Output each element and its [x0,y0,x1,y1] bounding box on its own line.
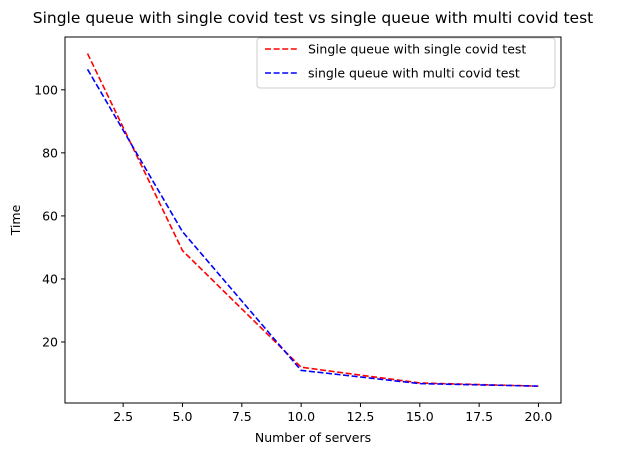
x-tick-label: 5.0 [173,409,193,424]
plot-frame [64,36,562,404]
series-line-2 [86,68,539,387]
x-tick-label: 10.0 [287,409,315,424]
x-tick-label: 2.5 [113,409,133,424]
y-tick-label: 80 [42,145,58,160]
y-axis-ticks: 20 40 60 80 100 [34,82,65,350]
legend-label-2: single queue with multi covid test [308,66,520,81]
y-tick-label: 40 [42,271,58,286]
x-tick-label: 7.5 [232,409,252,424]
plot-lines [86,53,539,387]
series-line-1 [86,53,539,387]
chart-title: Single queue with single covid test vs s… [33,9,593,27]
x-axis-label: Number of servers [255,430,371,445]
x-axis-ticks: 2.5 5.0 7.5 10.0 12.5 15.0 17.5 20.0 [113,403,552,424]
legend-label-1: Single queue with single covid test [308,42,526,57]
y-axis-label: Time [8,204,23,236]
x-tick-label: 15.0 [406,409,434,424]
x-tick-label: 12.5 [347,409,375,424]
y-tick-label: 100 [34,82,58,97]
y-tick-label: 20 [42,335,58,350]
x-tick-label: 17.5 [465,409,493,424]
legend-box [256,37,556,89]
legend: Single queue with single covid test singl… [256,37,556,89]
x-tick-label: 20.0 [525,409,553,424]
y-tick-label: 60 [42,208,58,223]
